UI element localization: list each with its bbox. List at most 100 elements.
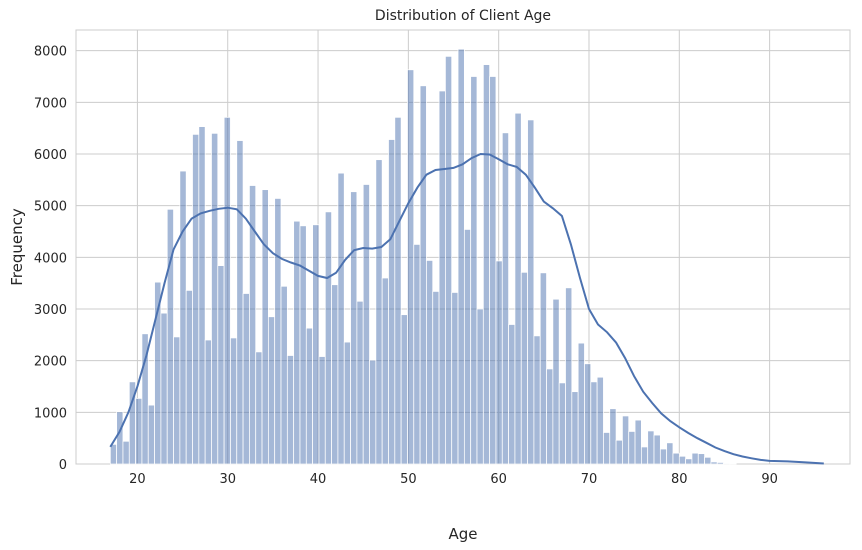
histogram-bar (305, 327, 314, 465)
histogram-bar (394, 116, 402, 465)
x-tick-labels: 20 30 40 50 60 70 80 90 (129, 472, 778, 487)
histogram-bar (293, 220, 301, 465)
y-tick-label: 1000 (34, 406, 67, 421)
histogram-bar (603, 432, 611, 465)
x-tick-label: 90 (761, 472, 778, 487)
histogram-bar (647, 430, 655, 465)
histogram-bar (482, 64, 491, 465)
histogram-bar (198, 126, 206, 465)
histogram-bar (147, 404, 155, 465)
histogram-bar (204, 339, 212, 465)
histogram-bar (362, 184, 370, 465)
histogram-bar (426, 260, 434, 465)
histogram-bar (381, 277, 389, 465)
histogram-bar (628, 431, 636, 465)
histogram-bar (546, 368, 554, 465)
y-tick-label: 0 (59, 458, 67, 473)
histogram-bar (659, 448, 668, 465)
y-tick-label: 7000 (34, 96, 67, 111)
histogram-bar (331, 284, 339, 465)
histogram-bar (419, 85, 427, 465)
histogram-bar (571, 391, 579, 465)
x-tick-label: 80 (671, 472, 688, 487)
histogram-bar (286, 355, 295, 465)
histogram-bar (166, 208, 174, 465)
histogram-bar (388, 139, 396, 465)
histogram-bar (413, 244, 421, 465)
histogram-bars (109, 48, 737, 465)
histogram-bar (622, 415, 630, 465)
histogram-bar (438, 90, 446, 465)
histogram-bar (324, 211, 332, 465)
histogram-bar (407, 69, 415, 465)
histogram-bar (640, 446, 649, 465)
histogram-bar (160, 312, 168, 465)
histogram-bar (242, 293, 250, 465)
y-tick-label: 6000 (34, 148, 67, 163)
kde-line (109, 152, 824, 465)
histogram-bar (192, 133, 200, 465)
histogram-bar (533, 335, 541, 465)
histogram-bar (691, 452, 699, 465)
histogram-bar (122, 440, 130, 465)
histogram-bar (230, 337, 238, 465)
histogram-bar (584, 363, 592, 465)
histogram-bar (716, 462, 724, 465)
histogram-bar (685, 458, 693, 465)
histogram-bar (261, 189, 269, 465)
histogram-bar (539, 272, 547, 465)
x-tick-label: 30 (219, 472, 236, 487)
y-tick-label: 5000 (34, 200, 67, 215)
histogram-bar (596, 376, 604, 465)
histogram-bar (697, 453, 705, 465)
histogram-bar (501, 132, 509, 465)
histogram-bar (350, 191, 358, 465)
histogram-bar (729, 463, 737, 465)
histogram-bar (318, 356, 326, 465)
histogram-bar (577, 342, 585, 465)
histogram-bar (495, 260, 503, 465)
histogram-bar (565, 287, 573, 465)
y-axis-label: Frequency (8, 208, 26, 286)
histogram-bar (299, 225, 307, 465)
histogram-bar (590, 381, 598, 465)
histogram-bar (356, 300, 364, 465)
histogram-bar (369, 359, 377, 465)
histogram-bar (135, 398, 143, 465)
histogram-bar (236, 140, 244, 465)
histogram-bar (267, 316, 276, 465)
histogram-bar (476, 308, 484, 465)
histogram-bar (375, 159, 383, 465)
histogram-bar (508, 324, 516, 465)
histogram-bar (527, 119, 535, 465)
histogram-bar (615, 439, 623, 465)
histogram-bar (451, 292, 459, 465)
histogram-bar (470, 76, 478, 465)
histogram-bar (179, 170, 187, 465)
histogram-bar (185, 290, 193, 465)
histogram-bar (552, 298, 560, 465)
x-tick-label: 50 (400, 472, 417, 487)
histogram-bar (520, 271, 528, 465)
histogram-bar (274, 198, 282, 465)
histogram-bar (463, 229, 472, 465)
histogram-bar (666, 442, 674, 465)
histogram-bar (489, 76, 497, 465)
histogram-bar (109, 443, 118, 465)
histogram-bar (337, 172, 345, 465)
histogram-bar (400, 314, 408, 465)
histogram-bar (280, 285, 288, 465)
y-tick-label: 8000 (34, 45, 67, 60)
histogram-bar (445, 55, 453, 465)
histogram-bar (457, 48, 465, 465)
y-tick-label: 3000 (34, 303, 67, 318)
x-tick-label: 40 (310, 472, 327, 487)
histogram-bar (249, 185, 257, 465)
chart-title: Distribution of Client Age (375, 8, 551, 24)
histogram-bar (343, 341, 351, 465)
x-tick-label: 70 (581, 472, 598, 487)
y-tick-label: 4000 (34, 251, 67, 266)
histogram-bar (634, 419, 642, 465)
histogram-bar (211, 132, 219, 465)
